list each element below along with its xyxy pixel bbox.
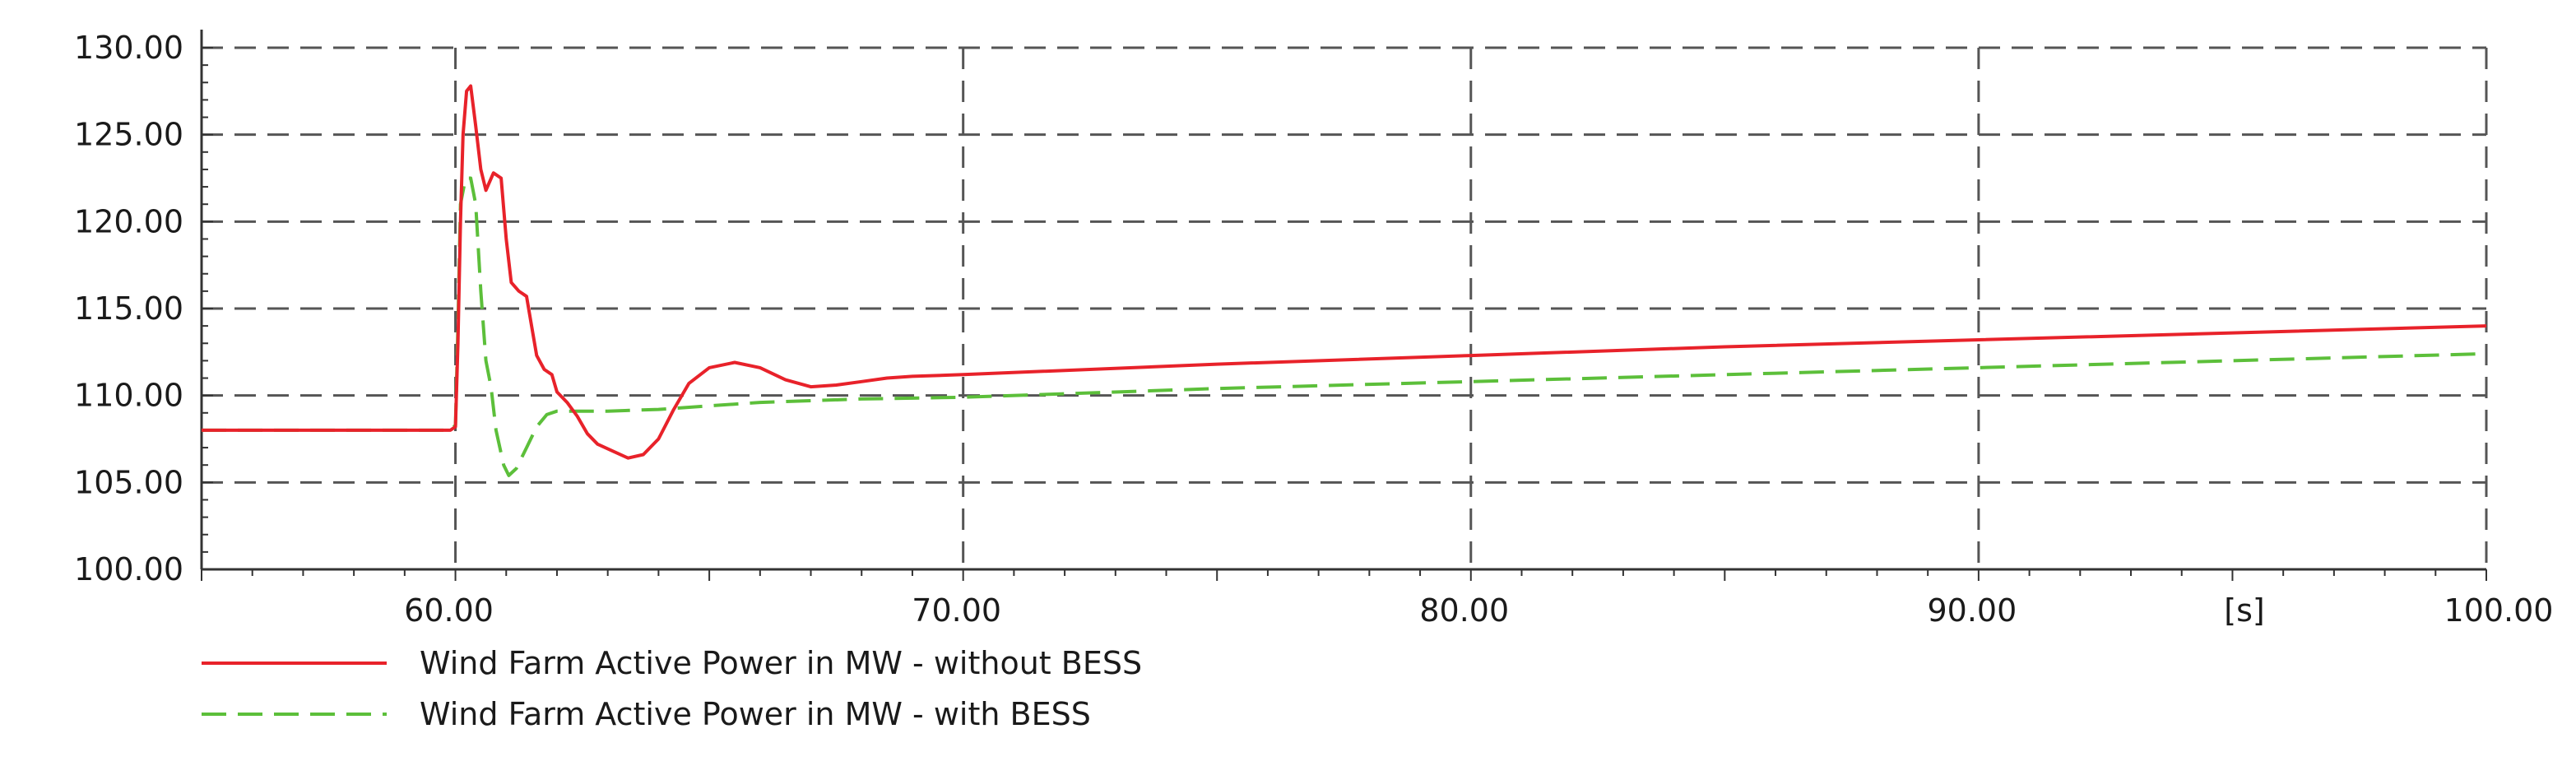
y-tick-label: 130.00 bbox=[74, 30, 183, 66]
y-tick-label: 105.00 bbox=[74, 464, 183, 500]
y-tick-label: 120.00 bbox=[74, 203, 183, 239]
y-tick-label: 100.00 bbox=[74, 551, 183, 587]
x-tick-label: 60.00 bbox=[404, 592, 494, 629]
tick-labels: 100.00 105.00 110.00 115.00 120.00 125.00 130.… bbox=[74, 30, 2553, 629]
legend-label-2: Wind Farm Active Power in MW - with BESS bbox=[420, 696, 1091, 732]
y-tick-label: 115.00 bbox=[74, 290, 183, 327]
x-tick-label: 70.00 bbox=[912, 592, 1001, 629]
series-lines bbox=[202, 84, 2487, 477]
axes bbox=[200, 30, 2487, 581]
x-axis-unit-label: [s] bbox=[2224, 592, 2264, 629]
grid bbox=[202, 46, 2488, 569]
y-tick-label: 125.00 bbox=[74, 117, 183, 153]
x-tick-label: 100.00 bbox=[2444, 592, 2554, 629]
series-line-2 bbox=[202, 176, 2487, 477]
y-tick-label: 110.00 bbox=[74, 378, 183, 414]
x-tick-label: 90.00 bbox=[1927, 592, 2017, 629]
series-line-1 bbox=[202, 84, 2487, 460]
legend-label-1: Wind Farm Active Power in MW - without B… bbox=[420, 645, 1142, 681]
x-tick-label: 80.00 bbox=[1419, 592, 1509, 629]
legend: Wind Farm Active Power in MW - without B… bbox=[202, 645, 1142, 732]
